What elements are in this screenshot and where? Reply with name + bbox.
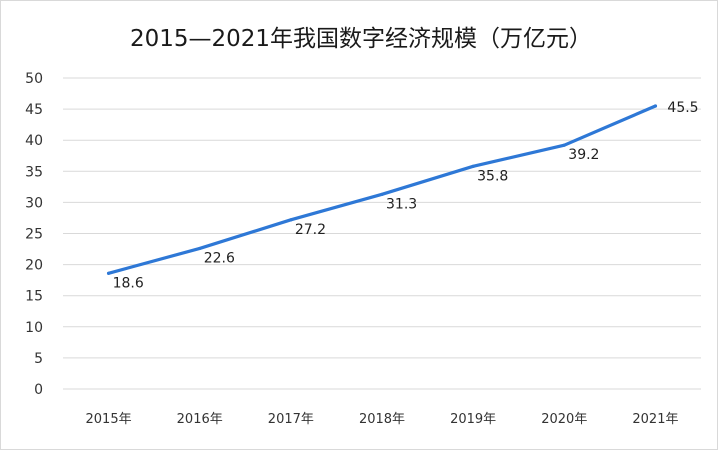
y-axis-ticks: 0 5 10 15 20 25 30 35 40 45 50 bbox=[25, 71, 43, 398]
data-label: 31.3 bbox=[386, 196, 417, 212]
data-point bbox=[106, 271, 111, 275]
x-tick-label: 2019年 bbox=[450, 412, 496, 427]
y-tick-label: 5 bbox=[34, 351, 43, 367]
data-point bbox=[562, 143, 566, 147]
x-tick-label: 2017年 bbox=[268, 412, 314, 427]
series-layer bbox=[106, 104, 658, 275]
y-tick-label: 35 bbox=[25, 164, 43, 180]
data-point bbox=[289, 218, 293, 222]
x-tick-label: 2021年 bbox=[632, 412, 678, 427]
data-labels: 18.6 22.6 27.2 31.3 35.8 39.2 45.5 bbox=[113, 100, 699, 291]
y-tick-label: 40 bbox=[25, 133, 43, 149]
gridlines bbox=[63, 77, 701, 390]
data-label: 27.2 bbox=[295, 222, 326, 238]
y-tick-label: 45 bbox=[25, 102, 43, 118]
y-tick-label: 0 bbox=[34, 382, 43, 398]
y-tick-label: 30 bbox=[25, 195, 43, 211]
chart-title: 2015—2021年我国数字经济规模（万亿元） bbox=[129, 26, 593, 52]
y-tick-label: 20 bbox=[25, 258, 43, 274]
y-tick-label: 10 bbox=[25, 320, 43, 336]
x-tick-label: 2018年 bbox=[359, 412, 405, 427]
data-label: 39.2 bbox=[568, 147, 599, 163]
y-tick-label: 50 bbox=[25, 71, 43, 87]
data-label: 45.5 bbox=[667, 100, 698, 116]
data-label: 18.6 bbox=[113, 275, 144, 291]
data-point bbox=[653, 104, 658, 108]
data-point bbox=[471, 164, 475, 168]
y-tick-label: 25 bbox=[25, 227, 43, 243]
x-tick-label: 2016年 bbox=[177, 412, 223, 427]
x-axis-ticks: 2015年 2016年 2017年 2018年 2019年 2020年 2021年 bbox=[86, 412, 679, 427]
data-label: 22.6 bbox=[204, 250, 235, 266]
series-line bbox=[106, 104, 658, 275]
x-tick-label: 2015年 bbox=[86, 412, 132, 427]
data-point bbox=[198, 246, 202, 251]
data-label: 35.8 bbox=[477, 168, 508, 184]
data-point bbox=[380, 192, 384, 196]
x-tick-label: 2020年 bbox=[541, 412, 587, 427]
y-tick-label: 15 bbox=[25, 289, 43, 305]
